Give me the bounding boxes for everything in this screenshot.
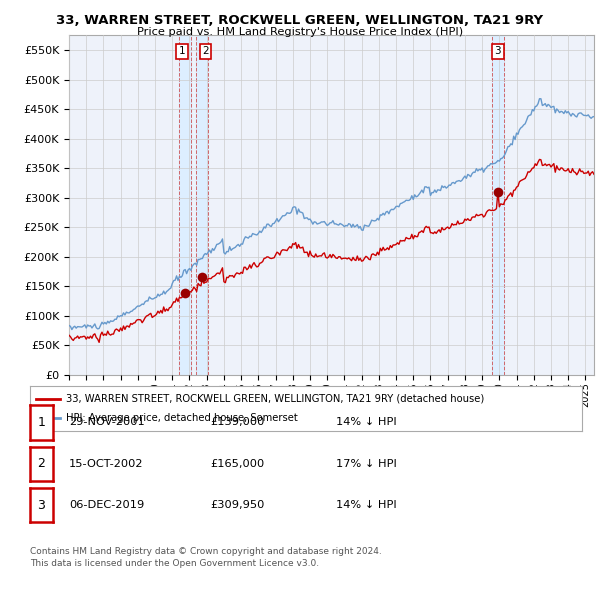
- Text: This data is licensed under the Open Government Licence v3.0.: This data is licensed under the Open Gov…: [30, 559, 319, 568]
- Text: 2: 2: [37, 457, 46, 470]
- Text: £309,950: £309,950: [210, 500, 265, 510]
- Text: 3: 3: [494, 47, 501, 56]
- Text: 06-DEC-2019: 06-DEC-2019: [69, 500, 144, 510]
- Text: 33, WARREN STREET, ROCKWELL GREEN, WELLINGTON, TA21 9RY (detached house): 33, WARREN STREET, ROCKWELL GREEN, WELLI…: [66, 394, 484, 404]
- Text: 33, WARREN STREET, ROCKWELL GREEN, WELLINGTON, TA21 9RY: 33, WARREN STREET, ROCKWELL GREEN, WELLI…: [56, 14, 544, 27]
- Text: HPI: Average price, detached house, Somerset: HPI: Average price, detached house, Some…: [66, 414, 298, 423]
- Text: 14% ↓ HPI: 14% ↓ HPI: [336, 418, 397, 427]
- Text: 2: 2: [202, 47, 209, 56]
- Text: £165,000: £165,000: [210, 459, 264, 468]
- Text: £139,000: £139,000: [210, 418, 265, 427]
- Text: 15-OCT-2002: 15-OCT-2002: [69, 459, 143, 468]
- Text: Price paid vs. HM Land Registry's House Price Index (HPI): Price paid vs. HM Land Registry's House …: [137, 27, 463, 37]
- Text: 3: 3: [37, 499, 46, 512]
- Text: Contains HM Land Registry data © Crown copyright and database right 2024.: Contains HM Land Registry data © Crown c…: [30, 547, 382, 556]
- Bar: [492, 35, 504, 375]
- Bar: [179, 35, 191, 375]
- Text: 14% ↓ HPI: 14% ↓ HPI: [336, 500, 397, 510]
- Text: 1: 1: [179, 47, 185, 56]
- Text: 29-NOV-2001: 29-NOV-2001: [69, 418, 145, 427]
- Text: 1: 1: [37, 416, 46, 429]
- Bar: [196, 35, 208, 375]
- Text: 17% ↓ HPI: 17% ↓ HPI: [336, 459, 397, 468]
